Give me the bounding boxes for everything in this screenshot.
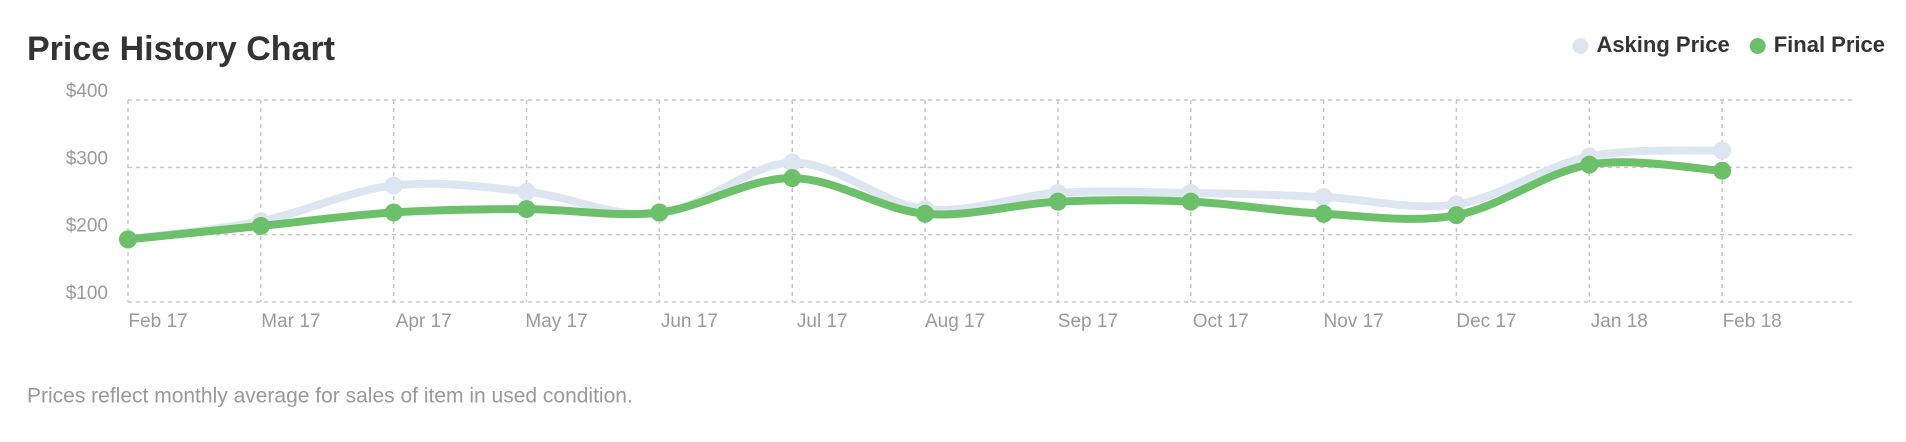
- y-tick-label: $400: [66, 81, 108, 102]
- point: [783, 153, 802, 172]
- point: [1181, 192, 1200, 211]
- chart-title: Price History Chart: [27, 30, 335, 68]
- point: [783, 169, 802, 188]
- y-tick-label: $100: [66, 283, 108, 304]
- x-tick-label: Mar 17: [261, 311, 320, 332]
- y-tick-label: $200: [66, 216, 108, 237]
- x-tick-label: Oct 17: [1193, 311, 1249, 332]
- x-tick-label: Jan 18: [1591, 311, 1648, 332]
- point: [517, 200, 536, 219]
- legend-label: Final Price: [1774, 32, 1885, 57]
- legend-swatch: [1572, 38, 1589, 54]
- point: [384, 203, 403, 222]
- point: [517, 182, 536, 201]
- legend-swatch: [1749, 38, 1766, 54]
- point: [1713, 161, 1732, 180]
- point: [384, 176, 403, 195]
- x-tick-label: May 17: [525, 311, 587, 332]
- line: [124, 146, 1727, 244]
- point: [1580, 155, 1599, 174]
- chart-note: Prices reflect monthly average for sales…: [27, 385, 633, 408]
- point: [1314, 204, 1333, 223]
- point: [1713, 141, 1732, 160]
- x-tick-label: Dec 17: [1456, 311, 1516, 332]
- x-tick-label: Jun 17: [661, 311, 718, 332]
- point: [1314, 187, 1333, 206]
- x-tick-label: Feb 18: [1723, 311, 1782, 332]
- x-tick-label: Nov 17: [1324, 311, 1384, 332]
- x-tick-label: Sep 17: [1058, 311, 1118, 332]
- y-tick-label: $300: [66, 148, 108, 169]
- x-tick-label: Feb 17: [128, 311, 187, 332]
- point: [650, 203, 669, 222]
- point: [251, 216, 270, 235]
- x-tick-label: Jul 17: [797, 311, 848, 332]
- x-tick-label: Aug 17: [925, 311, 985, 332]
- legend-label: Asking Price: [1596, 32, 1729, 57]
- point: [916, 204, 935, 223]
- point: [119, 230, 137, 249]
- x-tick-label: Apr 17: [396, 311, 452, 332]
- point: [1447, 206, 1466, 225]
- point: [1048, 192, 1067, 211]
